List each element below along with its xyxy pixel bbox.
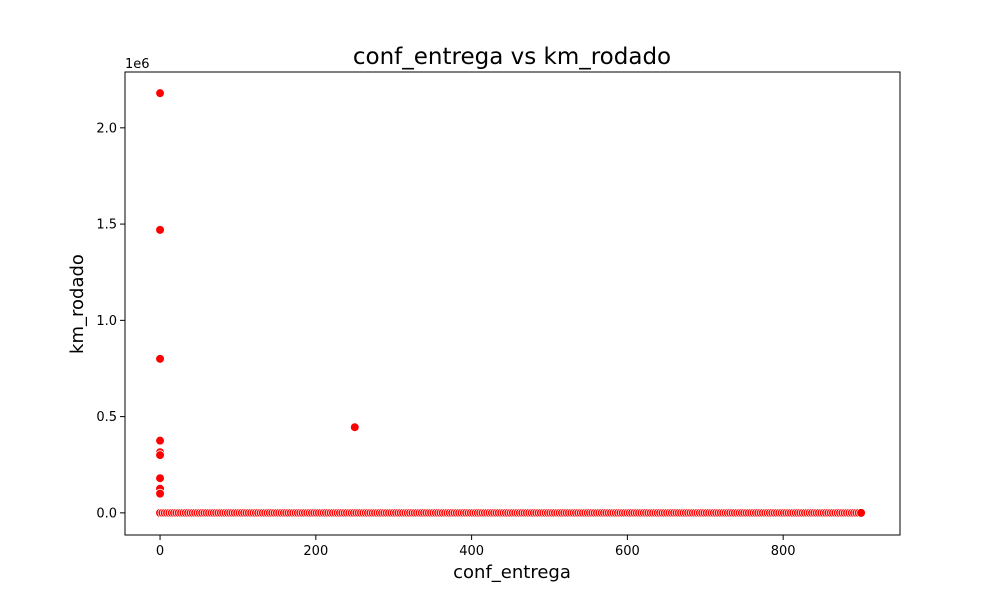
data-points <box>155 88 866 518</box>
data-point <box>155 488 165 499</box>
data-point <box>155 435 165 446</box>
chart-title: conf_entrega vs km_rodado <box>353 44 671 70</box>
y-tick-label: 2.0 <box>96 121 117 136</box>
y-tick-label: 1.5 <box>96 218 117 233</box>
data-point <box>155 88 165 98</box>
data-point <box>155 225 165 235</box>
x-tick-label: 200 <box>303 544 328 559</box>
data-point <box>155 473 165 484</box>
x-tick-label: 0 <box>156 544 164 559</box>
x-tick-label: 600 <box>615 544 640 559</box>
y-tick-label: 0.0 <box>96 506 117 521</box>
plot-area-frame <box>124 71 901 536</box>
y-tick-label: 0.5 <box>96 410 117 425</box>
y-tick-label: 1.0 <box>96 314 117 329</box>
data-point <box>349 422 360 432</box>
y-axis-label: km_rodado <box>67 254 88 354</box>
data-point <box>155 450 165 460</box>
x-axis-label: conf_entrega <box>453 562 571 583</box>
y-axis-offset-label: 1e6 <box>125 57 150 72</box>
x-tick-label: 400 <box>459 544 484 559</box>
data-point <box>155 354 165 364</box>
axis-ticks: 0 200 400 600 800 0.0 0.5 1.0 1.5 2.0 <box>96 121 795 559</box>
data-point <box>856 508 866 518</box>
x-tick-label: 800 <box>771 544 796 559</box>
